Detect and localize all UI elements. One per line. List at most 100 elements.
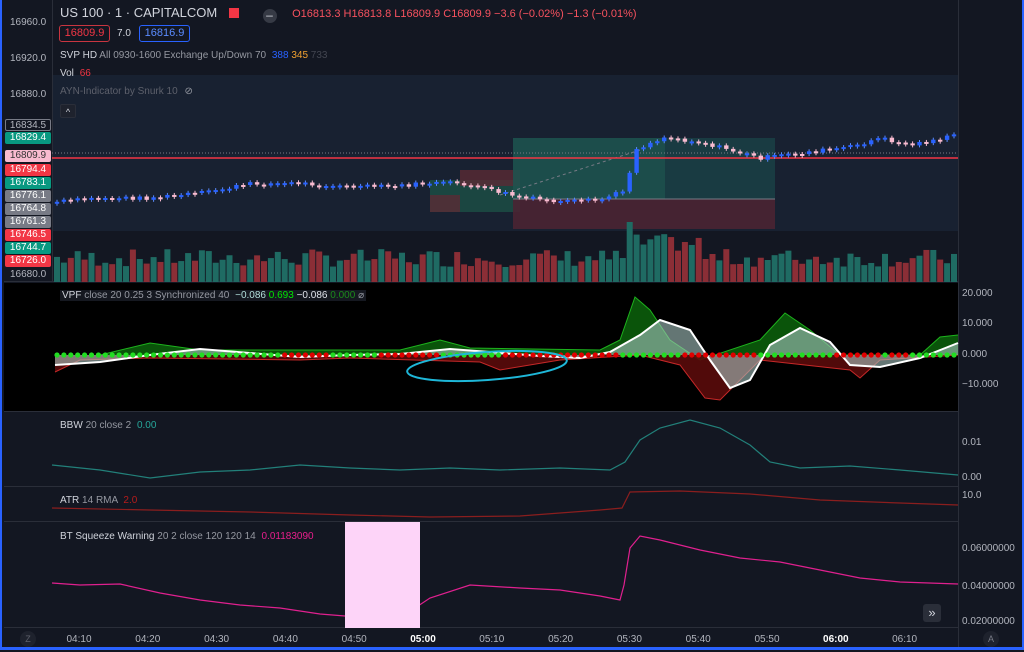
collapse-legend-button[interactable]: ^ — [60, 104, 76, 118]
buy-button[interactable]: 16816.9 — [139, 25, 190, 42]
volume-bar — [495, 264, 502, 282]
vpf-dot — [627, 352, 633, 358]
hide-icon[interactable]: – — [262, 9, 277, 23]
candle — [413, 182, 418, 187]
volume-bar — [675, 250, 681, 282]
volume-bar — [109, 264, 116, 282]
candle — [620, 191, 625, 194]
vpf-dot — [910, 352, 916, 358]
right-axis-divider — [958, 0, 959, 650]
settings-icon[interactable]: ⌀ — [358, 290, 365, 301]
zoom-reset-button[interactable]: Z — [20, 631, 36, 647]
bbw-pane[interactable] — [4, 412, 958, 487]
volume-bar — [336, 260, 343, 282]
candle — [137, 196, 142, 200]
time-axis-label: 05:30 — [616, 634, 642, 645]
time-axis-label: 06:00 — [823, 634, 849, 645]
volume-bar — [350, 253, 357, 282]
price-tag: 16794.4 — [5, 164, 51, 176]
vpf-dot — [882, 352, 888, 358]
volume-bar — [412, 264, 419, 282]
volume-bar — [509, 265, 516, 282]
volume-bar — [709, 254, 716, 282]
vpf-dot — [703, 352, 709, 358]
atr-legend[interactable]: ATR 14 RMA 2.0 — [60, 495, 137, 506]
vpf-dot — [206, 352, 212, 358]
bbw-value: 0.00 — [136, 420, 157, 431]
vpf-dot — [937, 352, 943, 358]
candle — [337, 185, 343, 188]
vol-legend[interactable]: Vol 66 — [60, 68, 91, 79]
candle — [696, 141, 701, 144]
vpf-dot — [489, 352, 495, 358]
candle — [710, 143, 715, 147]
price-axis-label: 16880.0 — [10, 89, 47, 100]
volume-bar — [309, 249, 316, 282]
bt-squeeze-pane[interactable] — [4, 522, 958, 628]
ayn-legend[interactable]: AYN-Indicator by Snurk 10 ⊘ — [60, 86, 193, 97]
vpf-dot — [68, 352, 74, 358]
volume-bar — [923, 249, 930, 282]
vpf-pane[interactable] — [4, 282, 958, 412]
vpf-dot — [268, 352, 274, 358]
vpf-dot — [144, 352, 150, 358]
volume-bar — [371, 259, 378, 282]
candle — [758, 155, 763, 160]
volume-bar — [702, 259, 709, 282]
volume-bar — [778, 253, 785, 282]
vpf-dot — [758, 352, 764, 358]
volume-bar — [716, 260, 723, 282]
price-tag: 16746.5 — [5, 229, 51, 241]
volume-bar — [930, 249, 937, 282]
volume-bar — [295, 264, 302, 282]
price-axis-label: 16680.0 — [10, 269, 47, 280]
eye-hidden-icon[interactable]: ⊘ — [184, 86, 193, 97]
vpf-dot — [433, 352, 440, 358]
vol-value: 66 — [79, 68, 91, 79]
volume-bar — [67, 257, 74, 282]
svp-legend[interactable]: SVP HD All 0930-1600 Exchange Up/Down 70… — [60, 50, 327, 61]
time-axis-label: 05:20 — [548, 634, 574, 645]
bbw-legend[interactable]: BBW 20 close 2 0.00 — [60, 420, 156, 431]
vpf-legend[interactable]: VPF close 20 0.25 3 Synchronized 40 −0.0… — [60, 290, 367, 301]
vpf-dot — [254, 352, 260, 358]
vpf-dot — [834, 352, 840, 358]
vpf-dot — [151, 352, 157, 358]
candle — [938, 139, 943, 142]
candle — [344, 185, 349, 188]
atr-value: 2.0 — [123, 495, 138, 506]
vpf-dot — [903, 352, 909, 358]
auto-scale-button[interactable]: A — [983, 631, 999, 647]
candle — [330, 185, 336, 188]
candle — [372, 184, 377, 187]
vpf-dot — [689, 352, 695, 358]
sell-button[interactable]: 16809.9 — [59, 25, 110, 42]
candle — [551, 199, 556, 203]
volume-bar — [185, 253, 192, 282]
main-price-pane[interactable] — [4, 0, 958, 282]
volume-bar — [102, 262, 109, 282]
candle — [834, 148, 839, 151]
flag-icon[interactable] — [228, 8, 239, 18]
candle — [882, 137, 888, 140]
highlight-rectangle[interactable] — [345, 522, 420, 628]
candle — [289, 182, 294, 185]
symbol-title[interactable]: US 100 · 1 · CAPITALCOM — [60, 5, 218, 20]
bt-legend[interactable]: BT Squeeze Warning 20 2 close 120 120 14… — [60, 531, 314, 542]
volume-bar — [129, 249, 136, 282]
bbw-axis-label: 0.00 — [962, 472, 982, 483]
scroll-to-realtime-button[interactable]: » — [923, 604, 941, 622]
bt-axis-label: 0.04000000 — [962, 581, 1015, 592]
volume-bar — [695, 237, 702, 282]
volume-bar — [54, 256, 60, 282]
volume-bar — [543, 250, 550, 282]
volume-bar — [205, 251, 212, 282]
vpf-dot — [351, 352, 357, 358]
candle — [317, 185, 322, 188]
atr-pane[interactable] — [4, 487, 958, 522]
candle — [441, 181, 446, 184]
time-axis-label: 04:20 — [135, 634, 161, 645]
candle — [241, 184, 246, 187]
candle — [165, 194, 170, 198]
